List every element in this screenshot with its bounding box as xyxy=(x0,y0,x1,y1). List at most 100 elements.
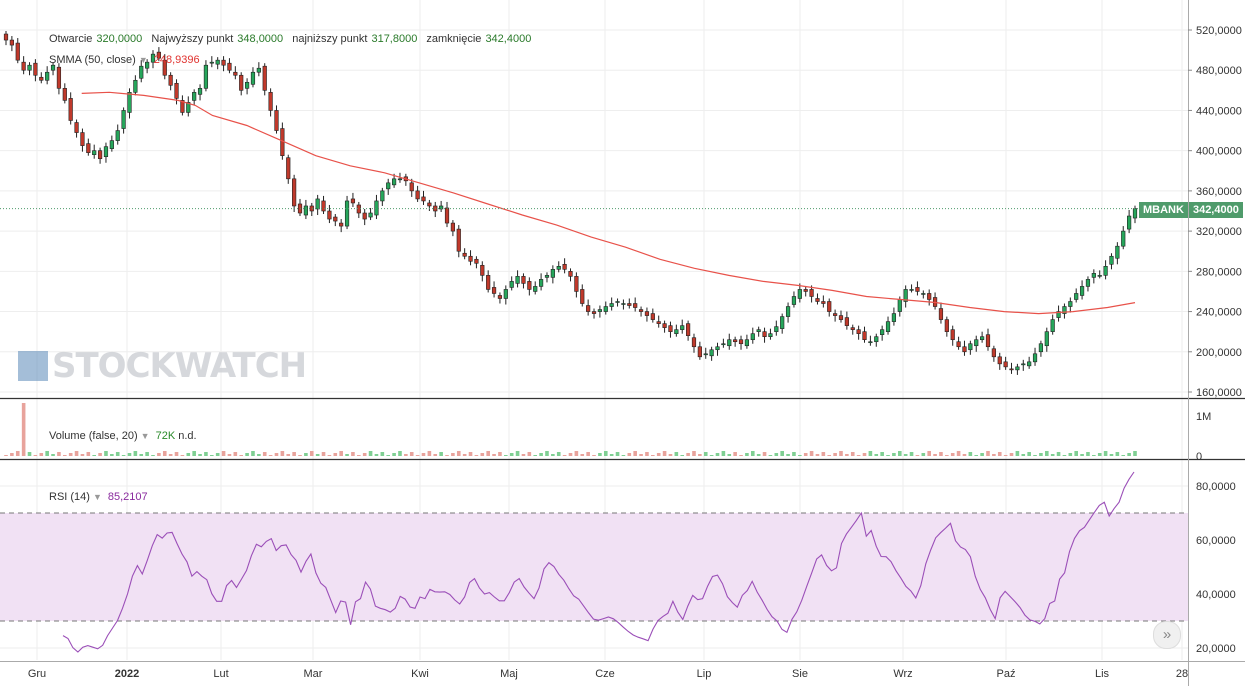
candle-body xyxy=(150,53,156,63)
chevron-down-icon[interactable]: ▼ xyxy=(92,492,102,502)
volume-bar xyxy=(1027,452,1031,456)
volume-bar xyxy=(151,455,155,456)
volume-bar xyxy=(798,455,802,456)
candle-body xyxy=(656,321,661,324)
volume-bar xyxy=(945,455,949,456)
candle-body xyxy=(768,333,773,337)
candle-body xyxy=(86,143,91,153)
time-tick-label: Wrz xyxy=(893,668,912,680)
volume-bar xyxy=(827,455,832,456)
volume-bar xyxy=(474,455,479,456)
candle xyxy=(280,122,285,456)
volume-bar xyxy=(480,453,485,456)
watermark-text: STOCKWATCH xyxy=(52,346,307,386)
volume-bar xyxy=(545,451,549,456)
volume-bar xyxy=(74,451,79,456)
candle xyxy=(703,347,708,456)
candle xyxy=(927,289,932,456)
candle xyxy=(239,72,244,456)
candle-body xyxy=(391,178,397,186)
volume-bar xyxy=(257,454,261,456)
candle xyxy=(380,187,385,456)
volume-bar xyxy=(368,451,373,456)
candle-body xyxy=(180,100,185,113)
ohlc-legend: Otwarcie 320,0000 Najwyższy punkt 348,0000… xyxy=(49,33,537,45)
candle xyxy=(885,316,891,456)
candle xyxy=(556,261,561,456)
candle xyxy=(62,83,67,456)
candle xyxy=(344,195,350,456)
low-value: 317,8000 xyxy=(371,33,418,45)
candle-body xyxy=(227,62,232,71)
candle xyxy=(650,308,655,456)
volume-bar xyxy=(404,454,408,456)
candle xyxy=(403,173,408,456)
candle-body xyxy=(633,303,638,308)
volume-bar xyxy=(180,455,185,456)
candle xyxy=(1127,209,1132,456)
volume-bar xyxy=(1086,452,1090,456)
candle-body xyxy=(268,92,273,111)
candle xyxy=(168,72,173,456)
candle xyxy=(174,79,179,456)
volume-bar xyxy=(645,452,649,456)
candle-body xyxy=(3,33,9,41)
volume-bar xyxy=(262,452,267,456)
volume-bar xyxy=(468,452,473,456)
rsi-legend[interactable]: RSI (14) ▼ 85,2107 xyxy=(49,491,148,503)
volume-bar xyxy=(856,455,861,456)
candle xyxy=(127,88,132,456)
candle xyxy=(109,135,114,456)
candle-body xyxy=(791,296,797,305)
candle-body xyxy=(738,339,744,345)
volume-bar xyxy=(615,452,620,456)
candle xyxy=(121,107,126,456)
volume-bar xyxy=(698,454,702,456)
candle-body xyxy=(415,190,420,200)
volume-bar xyxy=(768,455,773,456)
high-value: 348,0000 xyxy=(237,33,284,45)
volume-bar xyxy=(939,452,943,456)
candle xyxy=(103,142,109,456)
candle-body xyxy=(856,329,861,334)
candle xyxy=(433,201,438,456)
candle-body xyxy=(997,356,1002,365)
candle-body xyxy=(756,329,761,332)
volume-bar xyxy=(86,452,91,456)
volume-bar xyxy=(568,453,573,456)
smma-legend[interactable]: SMMA (50, close) ▼ 248,9396 xyxy=(49,54,200,66)
time-tick-label: 2022 xyxy=(115,668,139,680)
volume-tick-label: 0 xyxy=(1196,451,1202,463)
candle-body xyxy=(274,110,279,131)
candle-body xyxy=(45,71,50,81)
volume-bar xyxy=(997,452,1002,456)
volume-bar xyxy=(327,455,332,456)
volume-legend[interactable]: Volume (false, 20) ▼ 72K n.d. xyxy=(49,430,197,442)
candle xyxy=(633,297,638,456)
candle-body xyxy=(427,202,432,207)
candle xyxy=(1079,280,1085,456)
volume-bar xyxy=(315,454,320,456)
chevron-down-icon[interactable]: ▼ xyxy=(138,55,148,65)
candle-body xyxy=(203,64,209,89)
volume-bar xyxy=(462,454,467,456)
rsi-axis-labels: 80,0000 60,0000 40,0000 20,0000 xyxy=(1196,481,1236,655)
smma-line xyxy=(81,91,1136,315)
volume-bar xyxy=(168,454,173,456)
volume-bar xyxy=(950,453,955,456)
candle xyxy=(292,174,297,456)
candle xyxy=(3,31,9,456)
candle-body xyxy=(192,92,197,101)
scroll-to-realtime-button[interactable]: » xyxy=(1153,621,1181,649)
candle-body xyxy=(662,323,667,328)
chevron-down-icon[interactable]: ▼ xyxy=(140,431,150,441)
price-tick-label: 360,0000 xyxy=(1196,186,1242,198)
candle xyxy=(1085,276,1091,456)
candle-body xyxy=(927,293,932,300)
candle-body xyxy=(833,313,838,316)
candle xyxy=(1091,269,1096,456)
volume-bar xyxy=(833,453,837,456)
candle xyxy=(439,200,444,456)
candle-body xyxy=(92,150,97,155)
candle-body xyxy=(386,182,391,190)
